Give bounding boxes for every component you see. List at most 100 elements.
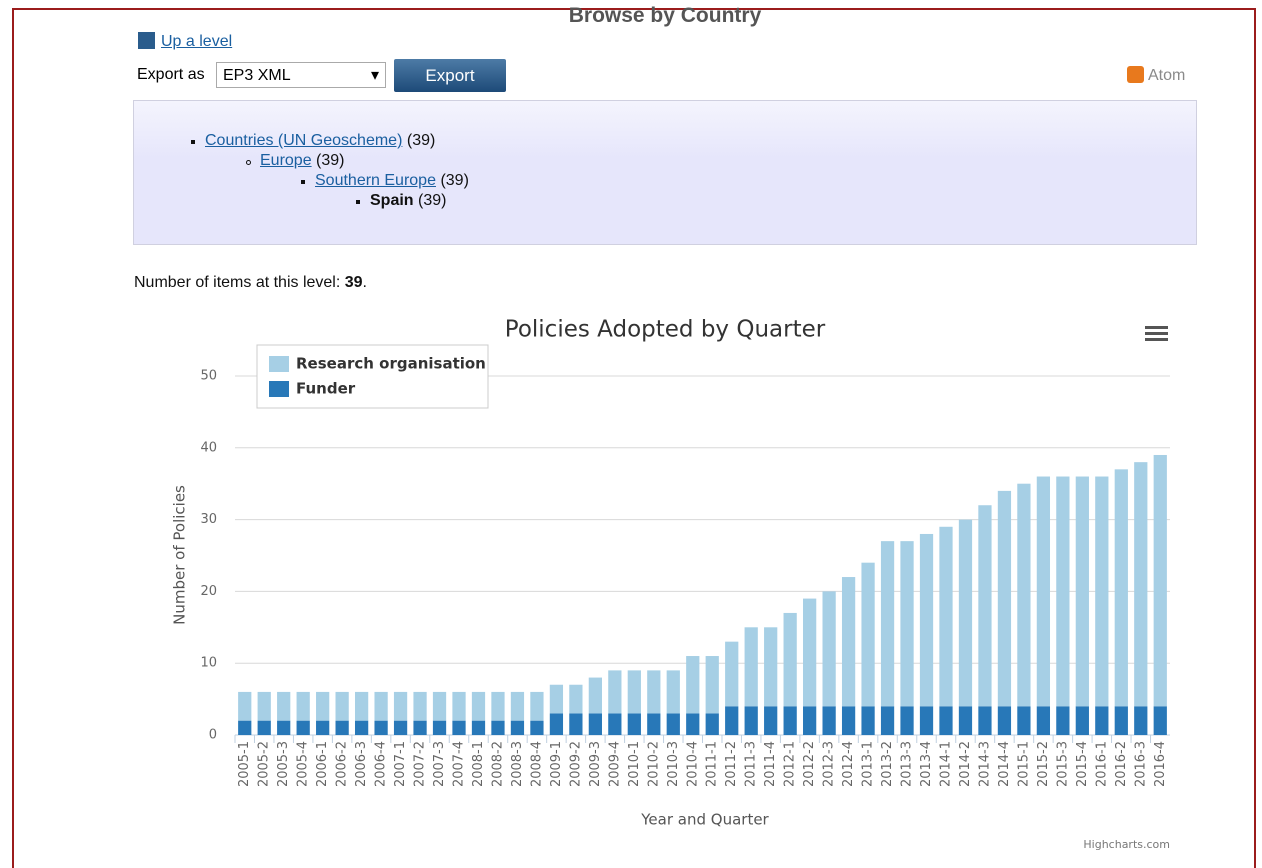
breadcrumb-name[interactable]: Europe [260, 152, 312, 169]
items-label: Number of items at this level: [134, 274, 341, 291]
bar-segment [238, 691, 252, 721]
menu-bar [1145, 326, 1168, 329]
bar-segment [627, 670, 641, 714]
bar-segment [978, 706, 992, 735]
bar-segment [549, 713, 564, 735]
bar-segment [841, 577, 856, 707]
bar-segment [1114, 469, 1128, 707]
up-level[interactable]: Up a level [138, 32, 232, 51]
x-axis-title: Year and Quarter [640, 811, 769, 829]
x-tick-label: 2016-1 [1094, 741, 1109, 787]
legend-label: Funder [296, 380, 356, 398]
bar-segment [1153, 706, 1167, 735]
bar-segment [705, 656, 719, 714]
bar-segment [919, 706, 934, 735]
x-tick-label: 2012-2 [802, 741, 817, 787]
items-number: 39 [344, 274, 363, 291]
bar-segment [374, 691, 388, 721]
breadcrumb: Spain (39) [355, 192, 447, 210]
bar-segment [432, 691, 447, 721]
bar-segment [686, 656, 700, 714]
export-button[interactable]: Export [394, 59, 506, 92]
x-tick-label: 2010-3 [666, 741, 681, 787]
bar-segment [452, 691, 466, 721]
bar-segment [1017, 483, 1031, 707]
x-tick-label: 2015-4 [1075, 741, 1090, 787]
bar-segment [296, 720, 310, 735]
bar-segment [393, 720, 408, 735]
y-tick-label: 40 [200, 440, 217, 455]
bar-segment [978, 505, 992, 707]
items-count: Number of items at this level: 39. [134, 274, 367, 292]
up-link[interactable]: Up a level [161, 33, 233, 50]
bar-segment [1075, 476, 1089, 707]
bar-segment [958, 519, 973, 707]
legend-label: Research organisation [296, 355, 486, 373]
x-tick-label: 2006-4 [374, 741, 389, 787]
x-tick-label: 2011-2 [724, 741, 739, 787]
breadcrumb-count: (39) [418, 192, 447, 209]
bar-segment [1036, 706, 1051, 735]
x-tick-label: 2012-3 [822, 741, 837, 787]
atom-feed[interactable]: Atom [1127, 66, 1185, 85]
bar-segment [257, 720, 271, 735]
x-tick-label: 2005-3 [276, 741, 291, 787]
breadcrumb-name[interactable]: Southern Europe [315, 172, 436, 189]
up-icon [138, 32, 155, 49]
bar-segment [939, 706, 953, 735]
x-tick-label: 2010-1 [627, 741, 642, 787]
bar-segment [1056, 476, 1070, 707]
legend-box [256, 344, 489, 409]
x-tick-label: 2014-3 [977, 741, 992, 787]
bar-segment [686, 713, 700, 735]
x-tick-label: 2013-1 [861, 741, 876, 787]
bar-segment [783, 706, 797, 735]
bar-segment [277, 691, 291, 721]
bar-segment [705, 713, 719, 735]
items-suffix: . [362, 274, 367, 291]
x-tick-label: 2007-3 [432, 741, 447, 787]
x-tick-label: 2016-4 [1153, 741, 1168, 787]
x-tick-label: 2015-1 [1016, 741, 1031, 787]
bar-segment [666, 670, 680, 714]
bar-segment [510, 691, 525, 721]
x-tick-label: 2011-3 [744, 741, 759, 787]
bar-segment [880, 706, 895, 735]
bar-segment [861, 706, 875, 735]
bar-segment [588, 677, 602, 714]
breadcrumb-name[interactable]: Countries (UN Geoscheme) [205, 132, 403, 149]
bar-segment [471, 691, 486, 721]
atom-link[interactable]: Atom [1148, 67, 1186, 84]
x-tick-label: 2015-2 [1036, 741, 1051, 787]
bar-segment [1095, 706, 1109, 735]
frame [12, 8, 1256, 868]
bar-segment [569, 713, 583, 735]
bar-segment [822, 591, 836, 707]
bar-segment [413, 691, 427, 721]
bar-segment [1134, 462, 1148, 707]
breadcrumb: Southern Europe (39) [301, 172, 469, 190]
menu-icon[interactable] [1145, 326, 1168, 341]
x-tick-label: 2006-2 [335, 741, 350, 787]
export-select[interactable]: EP3 XML [216, 62, 386, 89]
bar-segment [530, 691, 544, 721]
x-tick-label: 2008-4 [529, 741, 544, 787]
bar-segment [432, 720, 447, 735]
bar-segment [647, 670, 661, 714]
bar-segment [841, 706, 856, 735]
bar-segment [1056, 706, 1070, 735]
bar-segment [744, 706, 758, 735]
bar-segment [744, 627, 758, 707]
bar-segment [939, 526, 953, 707]
bar-segment [783, 612, 797, 707]
y-tick-label: 0 [209, 728, 217, 743]
bar-segment [491, 691, 505, 721]
y-tick-label: 30 [200, 512, 217, 527]
x-tick-label: 2009-3 [588, 741, 603, 787]
chart-title: Policies Adopted by Quarter [505, 317, 826, 343]
rss-icon [1127, 66, 1144, 83]
x-tick-label: 2006-3 [354, 741, 369, 787]
credit[interactable]: Highcharts.com [1083, 838, 1170, 851]
legend-swatch [269, 381, 289, 397]
x-tick-label: 2007-2 [413, 741, 428, 787]
